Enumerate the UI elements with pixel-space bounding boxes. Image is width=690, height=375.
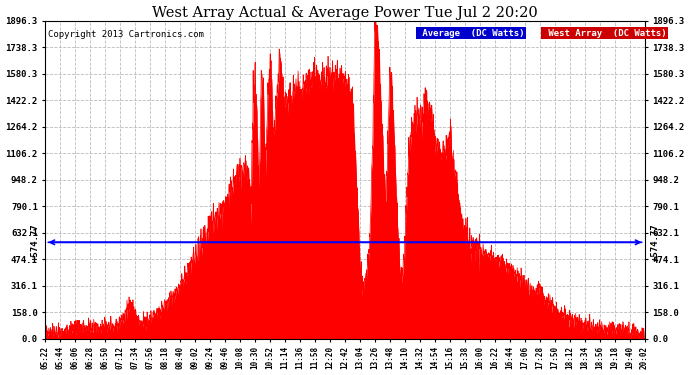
Text: +574.77: +574.77 — [30, 224, 39, 261]
Text: Copyright 2013 Cartronics.com: Copyright 2013 Cartronics.com — [48, 30, 204, 39]
Text: Average  (DC Watts): Average (DC Watts) — [417, 28, 524, 38]
Title: West Array Actual & Average Power Tue Jul 2 20:20: West Array Actual & Average Power Tue Ju… — [152, 6, 538, 20]
Text: West Array  (DC Watts): West Array (DC Watts) — [543, 28, 667, 38]
Text: +574.77: +574.77 — [651, 224, 660, 261]
